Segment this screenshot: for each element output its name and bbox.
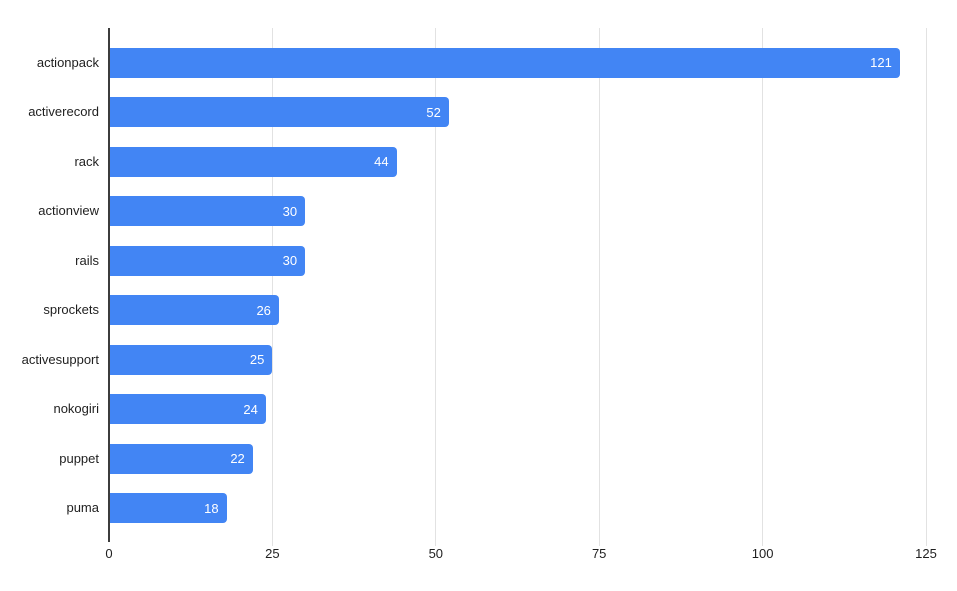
bar-value-label: 121 bbox=[870, 55, 892, 71]
x-tick-label: 125 bbox=[915, 546, 937, 561]
x-tick-label: 0 bbox=[105, 546, 113, 561]
gridline-x-100 bbox=[762, 28, 764, 546]
gridline-x-50 bbox=[435, 28, 437, 546]
gridline-x-75 bbox=[598, 28, 600, 546]
x-tick-label: 75 bbox=[591, 546, 607, 561]
category-label: rack bbox=[74, 153, 99, 169]
bar-actionview: 30 bbox=[109, 196, 306, 227]
category-label: activesupport bbox=[21, 351, 99, 367]
bar-value-label: 26 bbox=[256, 302, 271, 318]
category-label: sprockets bbox=[43, 302, 99, 318]
bar-value-label: 22 bbox=[230, 451, 245, 467]
category-label: puma bbox=[66, 500, 99, 516]
category-label: rails bbox=[75, 252, 99, 268]
bar-rack: 44 bbox=[109, 146, 397, 177]
category-label: actionpack bbox=[36, 54, 99, 70]
gridline-x-125 bbox=[925, 28, 927, 546]
category-label: puppet bbox=[59, 450, 99, 466]
x-tick-label: 50 bbox=[428, 546, 444, 561]
category-label: actionview bbox=[38, 203, 99, 219]
bar-value-label: 24 bbox=[243, 401, 258, 417]
y-axis-line bbox=[108, 28, 110, 542]
gridline-x-25 bbox=[271, 28, 273, 546]
bar-puppet: 22 bbox=[109, 443, 253, 474]
bar-value-label: 18 bbox=[204, 500, 219, 516]
bar-nokogiri: 24 bbox=[109, 394, 266, 425]
bar-value-label: 30 bbox=[282, 253, 298, 269]
bar-puma: 18 bbox=[109, 493, 227, 524]
bar-sprockets: 26 bbox=[109, 295, 279, 326]
bar-rails: 30 bbox=[109, 245, 306, 276]
bar-value-label: 52 bbox=[426, 104, 441, 120]
category-label: activerecord bbox=[28, 104, 99, 120]
bar-value-label: 30 bbox=[282, 203, 298, 219]
bar-activesupport: 25 bbox=[109, 344, 273, 375]
x-tick-label: 100 bbox=[751, 546, 774, 561]
category-label: nokogiri bbox=[53, 401, 99, 417]
x-tick-label: 25 bbox=[265, 546, 280, 561]
bar-value-label: 25 bbox=[249, 352, 265, 368]
bar-value-label: 44 bbox=[374, 154, 389, 170]
bar-actionpack: 121 bbox=[109, 47, 900, 78]
bar-activerecord: 52 bbox=[109, 97, 449, 128]
